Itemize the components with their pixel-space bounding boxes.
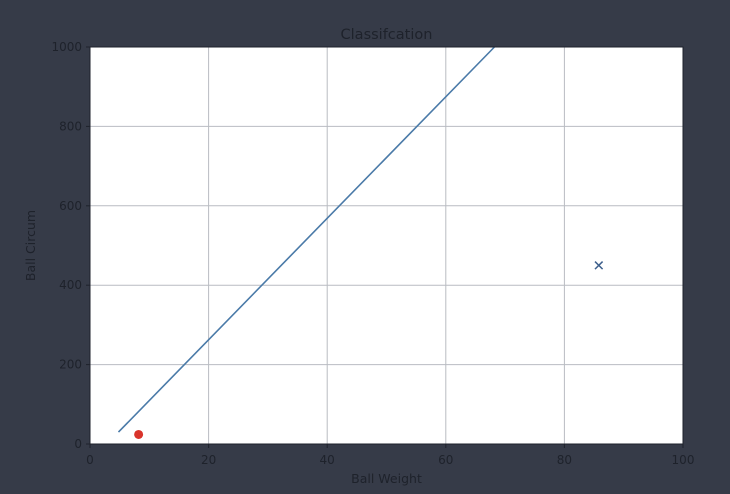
x-tick-label: 0 (86, 453, 94, 467)
y-tick-label: 600 (59, 199, 82, 213)
grid-lines (90, 47, 683, 444)
y-tick-label: 200 (59, 358, 82, 372)
y-tick-label: 0 (74, 437, 82, 451)
x-tick-label: 80 (557, 453, 572, 467)
x-axis-label: Ball Weight (351, 471, 422, 486)
x-tick-label: 60 (438, 453, 453, 467)
x-tick-label: 100 (672, 453, 695, 467)
y-tick-label: 400 (59, 278, 82, 292)
x-tick-label: 20 (201, 453, 216, 467)
plot-frame (89, 46, 684, 445)
plot-area (90, 47, 683, 444)
x-marker-point (594, 261, 604, 270)
circle-marker-point (134, 429, 144, 439)
y-axis-label: Ball Circum (23, 210, 38, 281)
y-tick-label: 800 (59, 119, 82, 133)
decision-boundary-line (117, 46, 495, 433)
x-marker-stroke (594, 261, 604, 270)
x-tick-label: 40 (320, 453, 335, 467)
chart-title: Classifcation (341, 27, 433, 43)
y-tick-label: 1000 (51, 40, 82, 54)
data-layer (117, 46, 604, 439)
